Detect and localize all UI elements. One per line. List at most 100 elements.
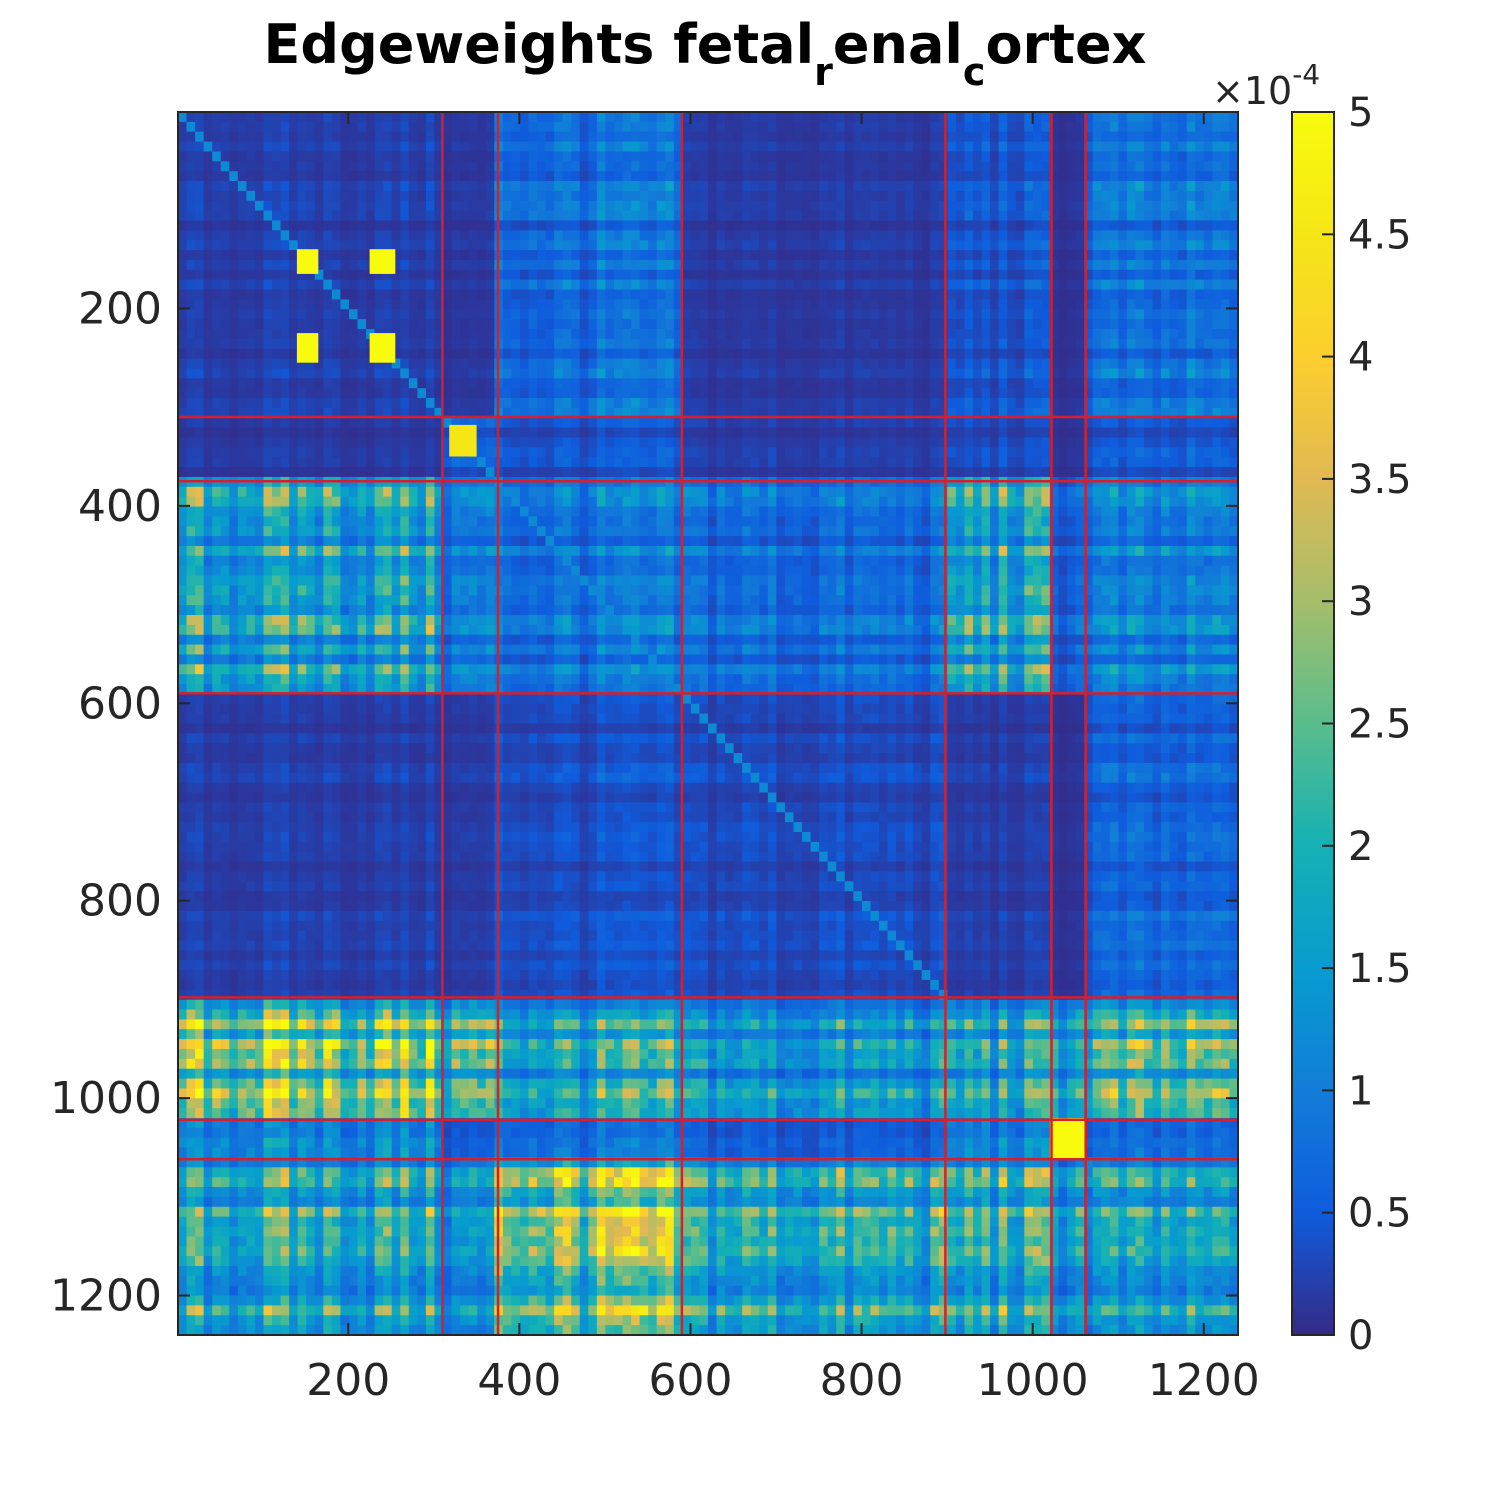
heatmap-cell [767, 486, 777, 498]
heatmap-cell [827, 348, 837, 360]
heatmap-cell [425, 230, 436, 241]
heatmap-cell [921, 447, 931, 458]
heatmap-cell [579, 250, 589, 261]
heatmap-cell [571, 398, 581, 409]
heatmap-cell [827, 131, 837, 143]
heatmap-cell [964, 358, 974, 370]
heatmap-cell [1229, 210, 1239, 222]
heatmap-cell [827, 181, 837, 192]
heatmap-cell [425, 486, 436, 498]
heatmap-cell [861, 269, 872, 281]
heatmap-cell [878, 457, 889, 468]
heatmap-cell [613, 141, 624, 153]
heatmap-cell [391, 407, 401, 419]
heatmap-cell [212, 181, 222, 192]
heatmap-cell [733, 368, 743, 379]
heatmap-cell [776, 447, 786, 458]
heatmap-cell [391, 437, 401, 448]
heatmap-cell [639, 121, 649, 133]
heatmap-cell [400, 437, 410, 448]
heatmap-area [178, 112, 1239, 1336]
heatmap-cell [896, 151, 906, 162]
heatmap-cell [477, 398, 487, 409]
heatmap-cell [579, 181, 589, 192]
heatmap-cell [690, 496, 701, 508]
heatmap-cell [1195, 328, 1205, 340]
heatmap-cell [1152, 398, 1162, 409]
heatmap-cell [537, 299, 547, 310]
heatmap-cell [220, 378, 230, 389]
heatmap-cell [682, 259, 692, 271]
heatmap-cell [212, 121, 222, 133]
heatmap-cell [870, 378, 880, 389]
heatmap-cell [1075, 190, 1085, 202]
heatmap-cell [1007, 171, 1017, 182]
heatmap-cell [1178, 220, 1188, 231]
heatmap-cell [511, 417, 521, 429]
heatmap-cell [400, 240, 410, 251]
heatmap-cell [947, 486, 957, 498]
heatmap-cell [1135, 486, 1145, 498]
heatmap-cell [1135, 388, 1145, 399]
heatmap-cell [938, 121, 948, 133]
heatmap-cell [254, 388, 265, 399]
heatmap-cell [1109, 279, 1119, 291]
heatmap-cell [878, 486, 889, 498]
heatmap-cell [913, 467, 923, 478]
heatmap-cell [913, 299, 923, 310]
heatmap-cell [1135, 269, 1145, 281]
heatmap-cell [1169, 328, 1179, 340]
heatmap-cell [622, 427, 632, 439]
heatmap-cell [759, 388, 769, 399]
heatmap-cell [853, 437, 863, 448]
heatmap-cell [186, 269, 196, 281]
heatmap-cell [528, 289, 538, 300]
heatmap-cell [511, 190, 521, 202]
heatmap-cell [571, 338, 581, 350]
heatmap-cell [246, 388, 256, 399]
heatmap-cell [605, 190, 615, 202]
heatmap-cell [639, 427, 649, 439]
heatmap-cell [1220, 368, 1231, 379]
heatmap-cell [605, 240, 615, 251]
heatmap-cell [502, 398, 512, 409]
heatmap-cell [1075, 368, 1085, 379]
heatmap-cell [229, 348, 239, 360]
heatmap-cell [622, 200, 632, 212]
heatmap-cell [656, 161, 666, 172]
heatmap-cell [323, 309, 333, 320]
heatmap-cell [1101, 259, 1111, 271]
heatmap-cell [554, 309, 564, 320]
heatmap-cell [802, 398, 812, 409]
heatmap-cell [648, 131, 658, 143]
heatmap-cell [357, 437, 367, 448]
heatmap-cell [1015, 427, 1025, 439]
heatmap-cell [750, 279, 760, 291]
heatmap-cell [434, 220, 444, 231]
heatmap-cell [639, 378, 649, 389]
heatmap-cell [690, 171, 701, 182]
heatmap-cell [690, 388, 701, 399]
heatmap-cell [348, 190, 359, 202]
heatmap-cell [878, 319, 889, 330]
heatmap-cell [357, 319, 367, 330]
heatmap-cell [878, 299, 889, 310]
heatmap-cell [519, 151, 530, 162]
heatmap-cell [203, 121, 213, 133]
heatmap-cell [229, 447, 239, 458]
heatmap-cell [921, 151, 931, 162]
heatmap-cell [545, 496, 555, 508]
heatmap-cell [323, 467, 333, 478]
heatmap-cell [1007, 398, 1017, 409]
heatmap-cell [708, 181, 718, 192]
heatmap-cell [1049, 141, 1060, 153]
heatmap-cell [656, 398, 666, 409]
heatmap-cell [896, 269, 906, 281]
heatmap-cell [366, 378, 376, 389]
heatmap-cell [1067, 398, 1077, 409]
heatmap-cell [1195, 368, 1205, 379]
heatmap-cell [314, 358, 324, 370]
heatmap-cell [955, 141, 966, 153]
heatmap-cell [400, 447, 410, 458]
heatmap-cell [759, 151, 769, 162]
